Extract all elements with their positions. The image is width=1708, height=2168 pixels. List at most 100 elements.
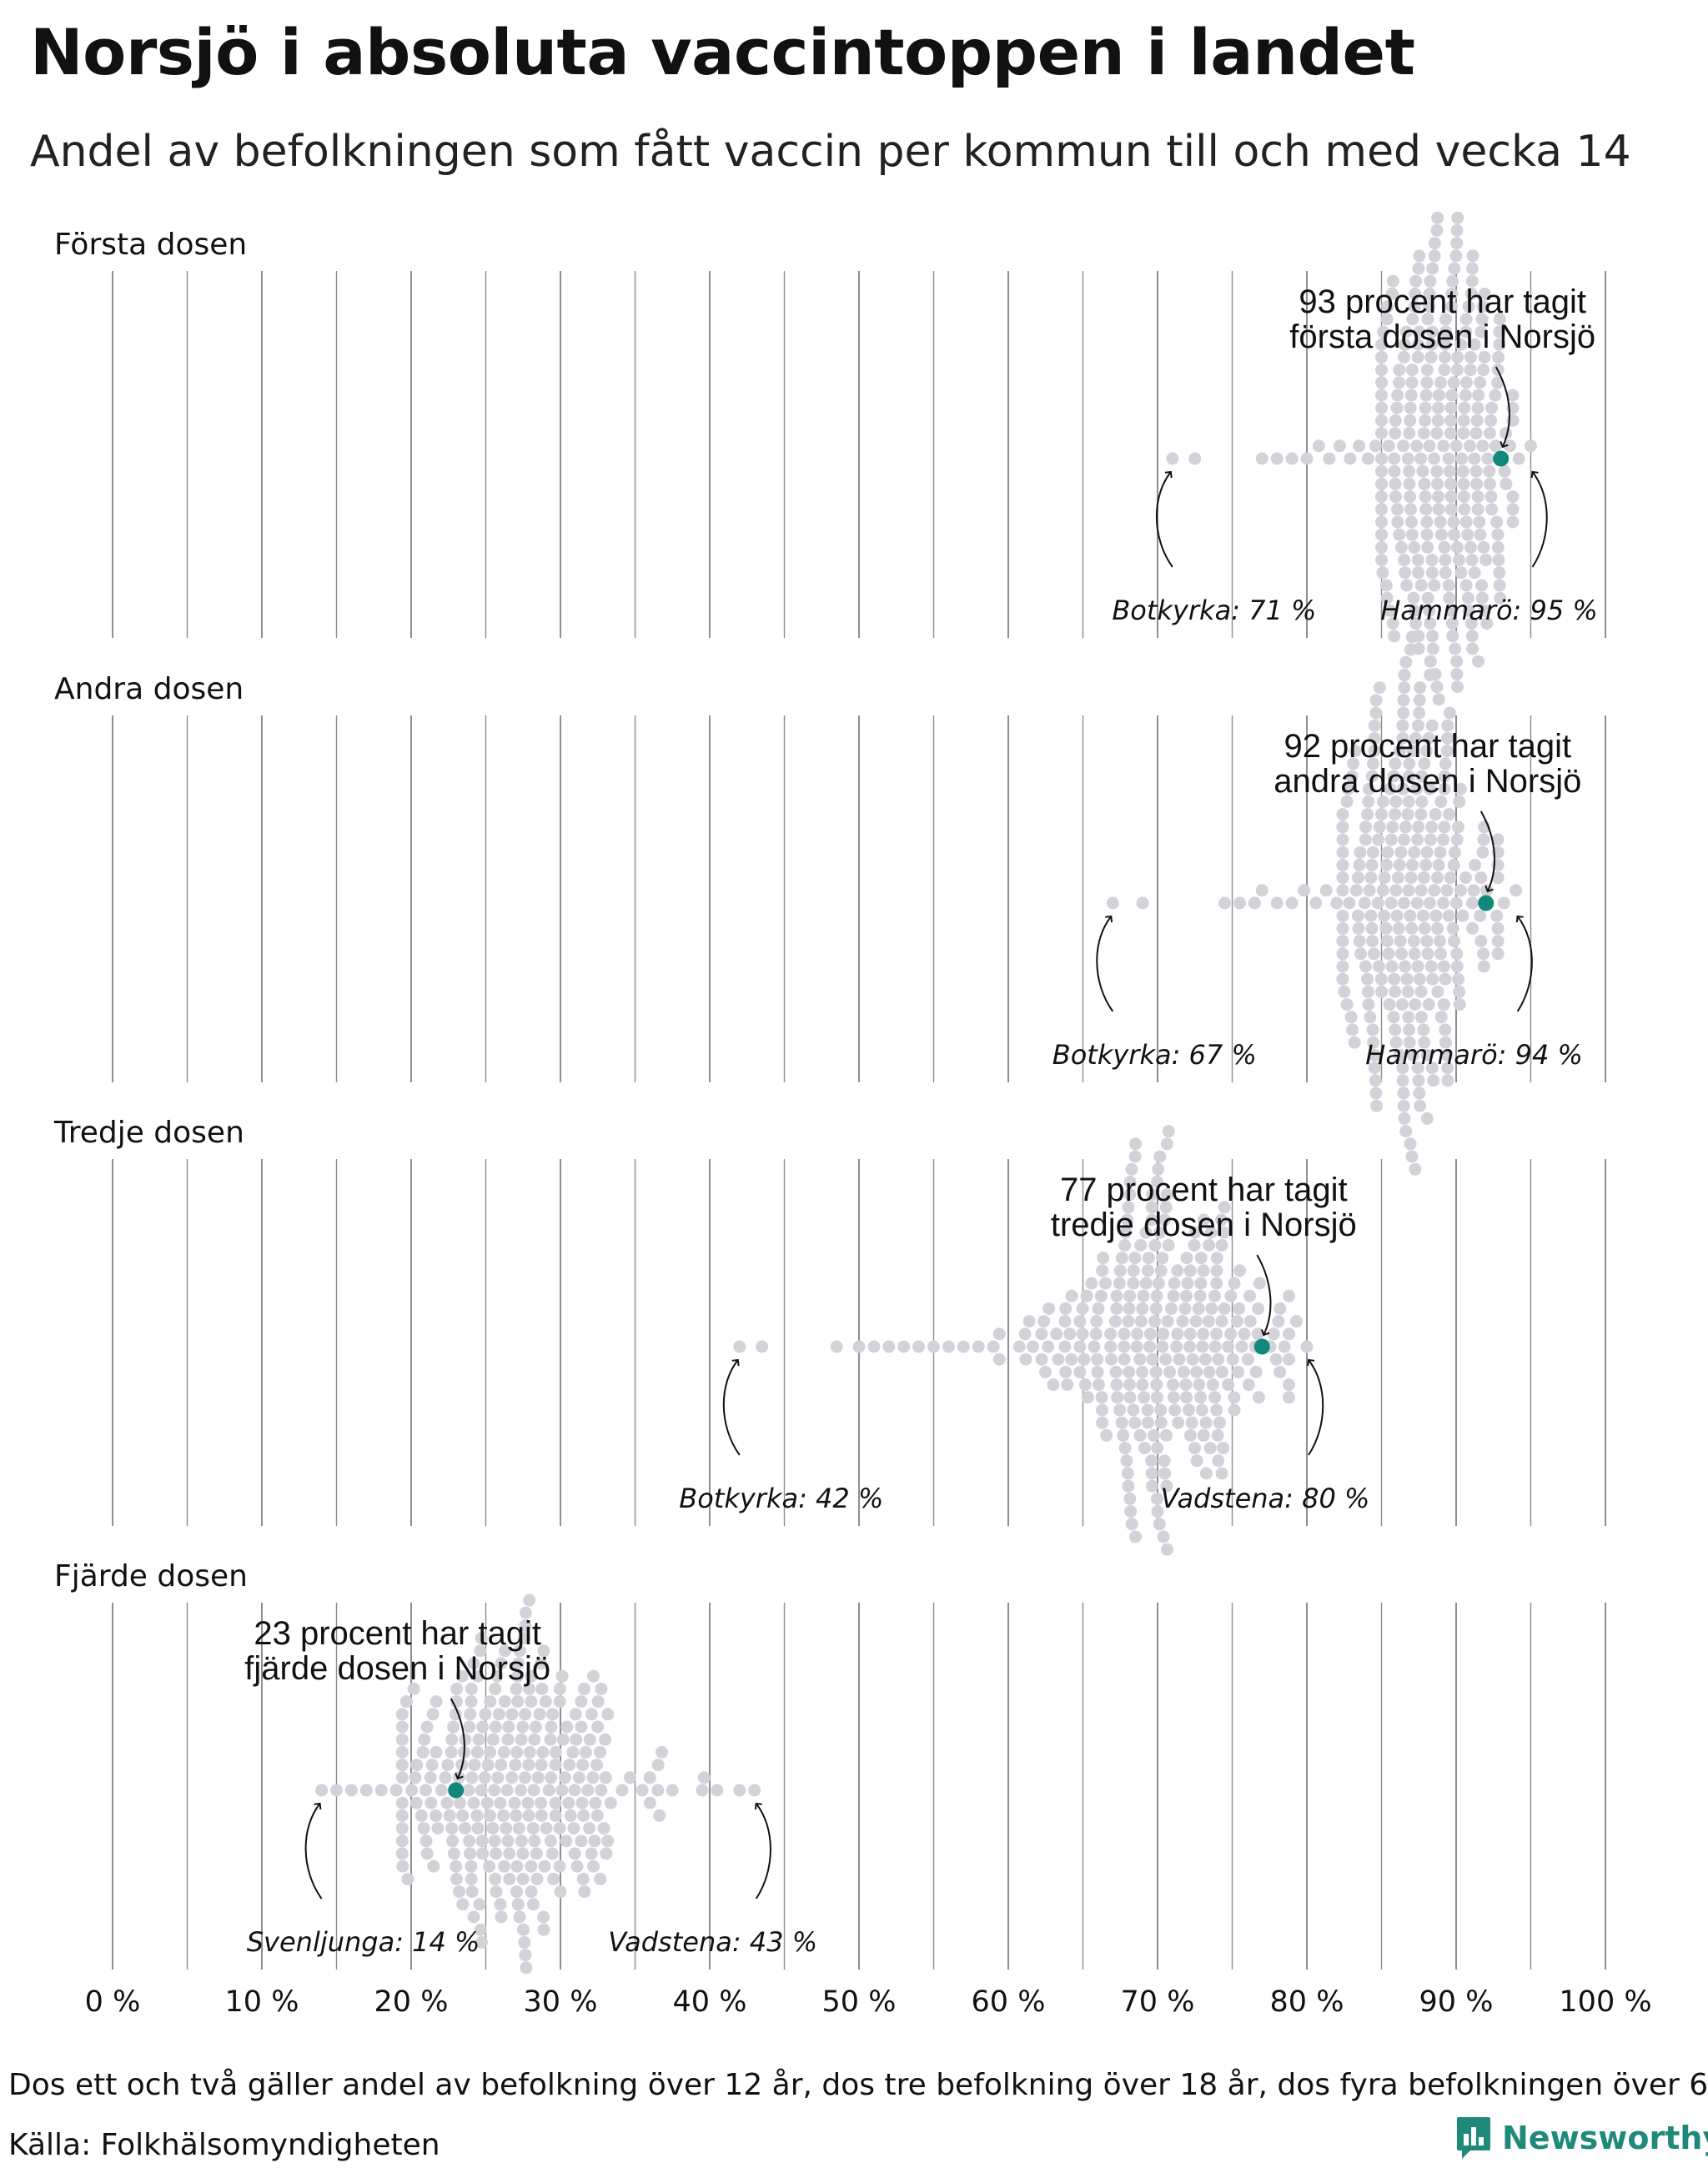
kommun-dot xyxy=(1152,1162,1165,1176)
norsjo-callout-line-2: andra dosen i Norsjö xyxy=(1273,763,1581,800)
kommun-dot xyxy=(523,1682,536,1695)
kommun-dot xyxy=(430,1745,443,1759)
max-label: Vadstena: 80 % xyxy=(1161,1483,1370,1514)
kommun-dot xyxy=(1425,1061,1439,1075)
kommun-dot xyxy=(1255,452,1268,465)
kommun-dot xyxy=(575,1695,588,1709)
brand-name: Newsworthy xyxy=(1502,2120,1708,2156)
kommun-dot xyxy=(1424,617,1437,630)
kommun-dot xyxy=(1500,427,1513,440)
kommun-dot xyxy=(1433,935,1446,948)
kommun-dot xyxy=(1375,985,1389,998)
kommun-dot xyxy=(1418,477,1431,490)
kommun-dot xyxy=(1453,985,1466,998)
kommun-dot xyxy=(897,1340,911,1353)
kommun-dot xyxy=(1411,833,1424,846)
kommun-dot xyxy=(1076,1302,1089,1315)
kommun-dot xyxy=(525,1669,538,1683)
kommun-dot xyxy=(1473,515,1486,529)
kommun-dot xyxy=(1091,1352,1104,1366)
norsjo-callout-line-2: första dosen i Norsjö xyxy=(1289,319,1595,355)
kommun-dot xyxy=(447,1847,460,1860)
kommun-dot xyxy=(525,1885,538,1899)
kommun-dot xyxy=(1426,630,1439,643)
kommun-dot xyxy=(586,1859,600,1873)
kommun-dot xyxy=(566,1745,580,1759)
kommun-dot xyxy=(430,1695,443,1709)
kommun-dot xyxy=(1462,300,1475,314)
kommun-dot xyxy=(1171,1327,1184,1341)
kommun-dot xyxy=(1423,287,1436,300)
kommun-dot xyxy=(1122,1201,1135,1214)
kommun-dot xyxy=(464,1708,477,1721)
kommun-dot xyxy=(733,1340,746,1353)
kommun-dot xyxy=(1364,1011,1377,1024)
kommun-dot xyxy=(733,1784,746,1797)
kommun-dot xyxy=(1403,464,1416,478)
kommun-dot xyxy=(1243,1315,1257,1328)
kommun-dot xyxy=(1012,1340,1026,1353)
kommun-dot xyxy=(1148,1315,1161,1328)
kommun-dot xyxy=(1336,935,1349,948)
kommun-dot xyxy=(1059,1365,1073,1378)
kommun-dot xyxy=(1177,1365,1190,1378)
kommun-dot xyxy=(1183,1340,1196,1353)
kommun-dot xyxy=(1409,287,1422,300)
kommun-dot xyxy=(1428,884,1441,897)
kommun-dot xyxy=(1194,1391,1208,1404)
kommun-dot xyxy=(1445,617,1459,630)
kommun-dot xyxy=(1450,223,1464,237)
kommun-dot xyxy=(1369,1087,1383,1100)
kommun-dot xyxy=(1446,274,1459,288)
kommun-dot xyxy=(1110,1302,1123,1315)
kommun-dot xyxy=(547,1872,560,1885)
kommun-dot xyxy=(1361,452,1374,465)
kommun-dot xyxy=(1344,1011,1358,1024)
kommun-dot xyxy=(1323,452,1336,465)
kommun-dot xyxy=(419,1834,433,1848)
kommun-dot xyxy=(488,1784,501,1797)
kommun-dot xyxy=(1218,1302,1231,1315)
kommun-dot xyxy=(520,1961,533,1975)
kommun-dot xyxy=(1408,540,1421,554)
kommun-dot xyxy=(1439,313,1453,326)
kommun-dot xyxy=(1218,1226,1231,1239)
kommun-dot xyxy=(1403,757,1416,770)
kommun-dot xyxy=(576,1759,590,1772)
kommun-dot xyxy=(1149,1302,1163,1315)
kommun-dot xyxy=(1428,249,1441,263)
kommun-dot xyxy=(1208,1289,1221,1302)
kommun-dot xyxy=(1426,642,1439,655)
kommun-dot xyxy=(1157,1327,1170,1341)
kommun-dot xyxy=(1441,1074,1454,1087)
kommun-dot xyxy=(1368,1048,1381,1061)
kommun-dot xyxy=(494,1898,507,1911)
kommun-dot xyxy=(1420,935,1434,948)
kommun-dot xyxy=(1143,1327,1157,1341)
kommun-dot xyxy=(1058,1340,1072,1353)
kommun-dot xyxy=(1385,287,1399,300)
kommun-dot xyxy=(1413,972,1426,986)
max-label: Vadstena: 43 % xyxy=(608,1926,817,1958)
kommun-dot xyxy=(1469,858,1482,871)
kommun-dot xyxy=(1476,439,1489,453)
kommun-dot xyxy=(1410,782,1424,795)
kommun-dot xyxy=(1193,1378,1206,1392)
kommun-dot xyxy=(395,1720,409,1734)
kommun-dot xyxy=(1362,795,1375,808)
kommun-dot xyxy=(604,1796,617,1809)
kommun-dot xyxy=(494,1796,507,1809)
kommun-dot xyxy=(1123,1289,1137,1302)
kommun-dot xyxy=(465,1872,478,1885)
kommun-dot xyxy=(1374,972,1388,986)
kommun-dot xyxy=(1188,1442,1202,1455)
kommun-dot xyxy=(1428,579,1441,592)
kommun-dot xyxy=(1095,1403,1108,1417)
kommun-dot xyxy=(1136,1365,1149,1378)
x-tick-label: 50 % xyxy=(822,1985,897,2019)
kommun-dot xyxy=(555,1669,569,1683)
kommun-dot xyxy=(479,1708,492,1721)
kommun-dot xyxy=(1397,1099,1410,1112)
kommun-dot xyxy=(1430,223,1444,237)
